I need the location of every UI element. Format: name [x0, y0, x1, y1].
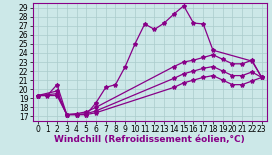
X-axis label: Windchill (Refroidissement éolien,°C): Windchill (Refroidissement éolien,°C)	[54, 135, 245, 144]
